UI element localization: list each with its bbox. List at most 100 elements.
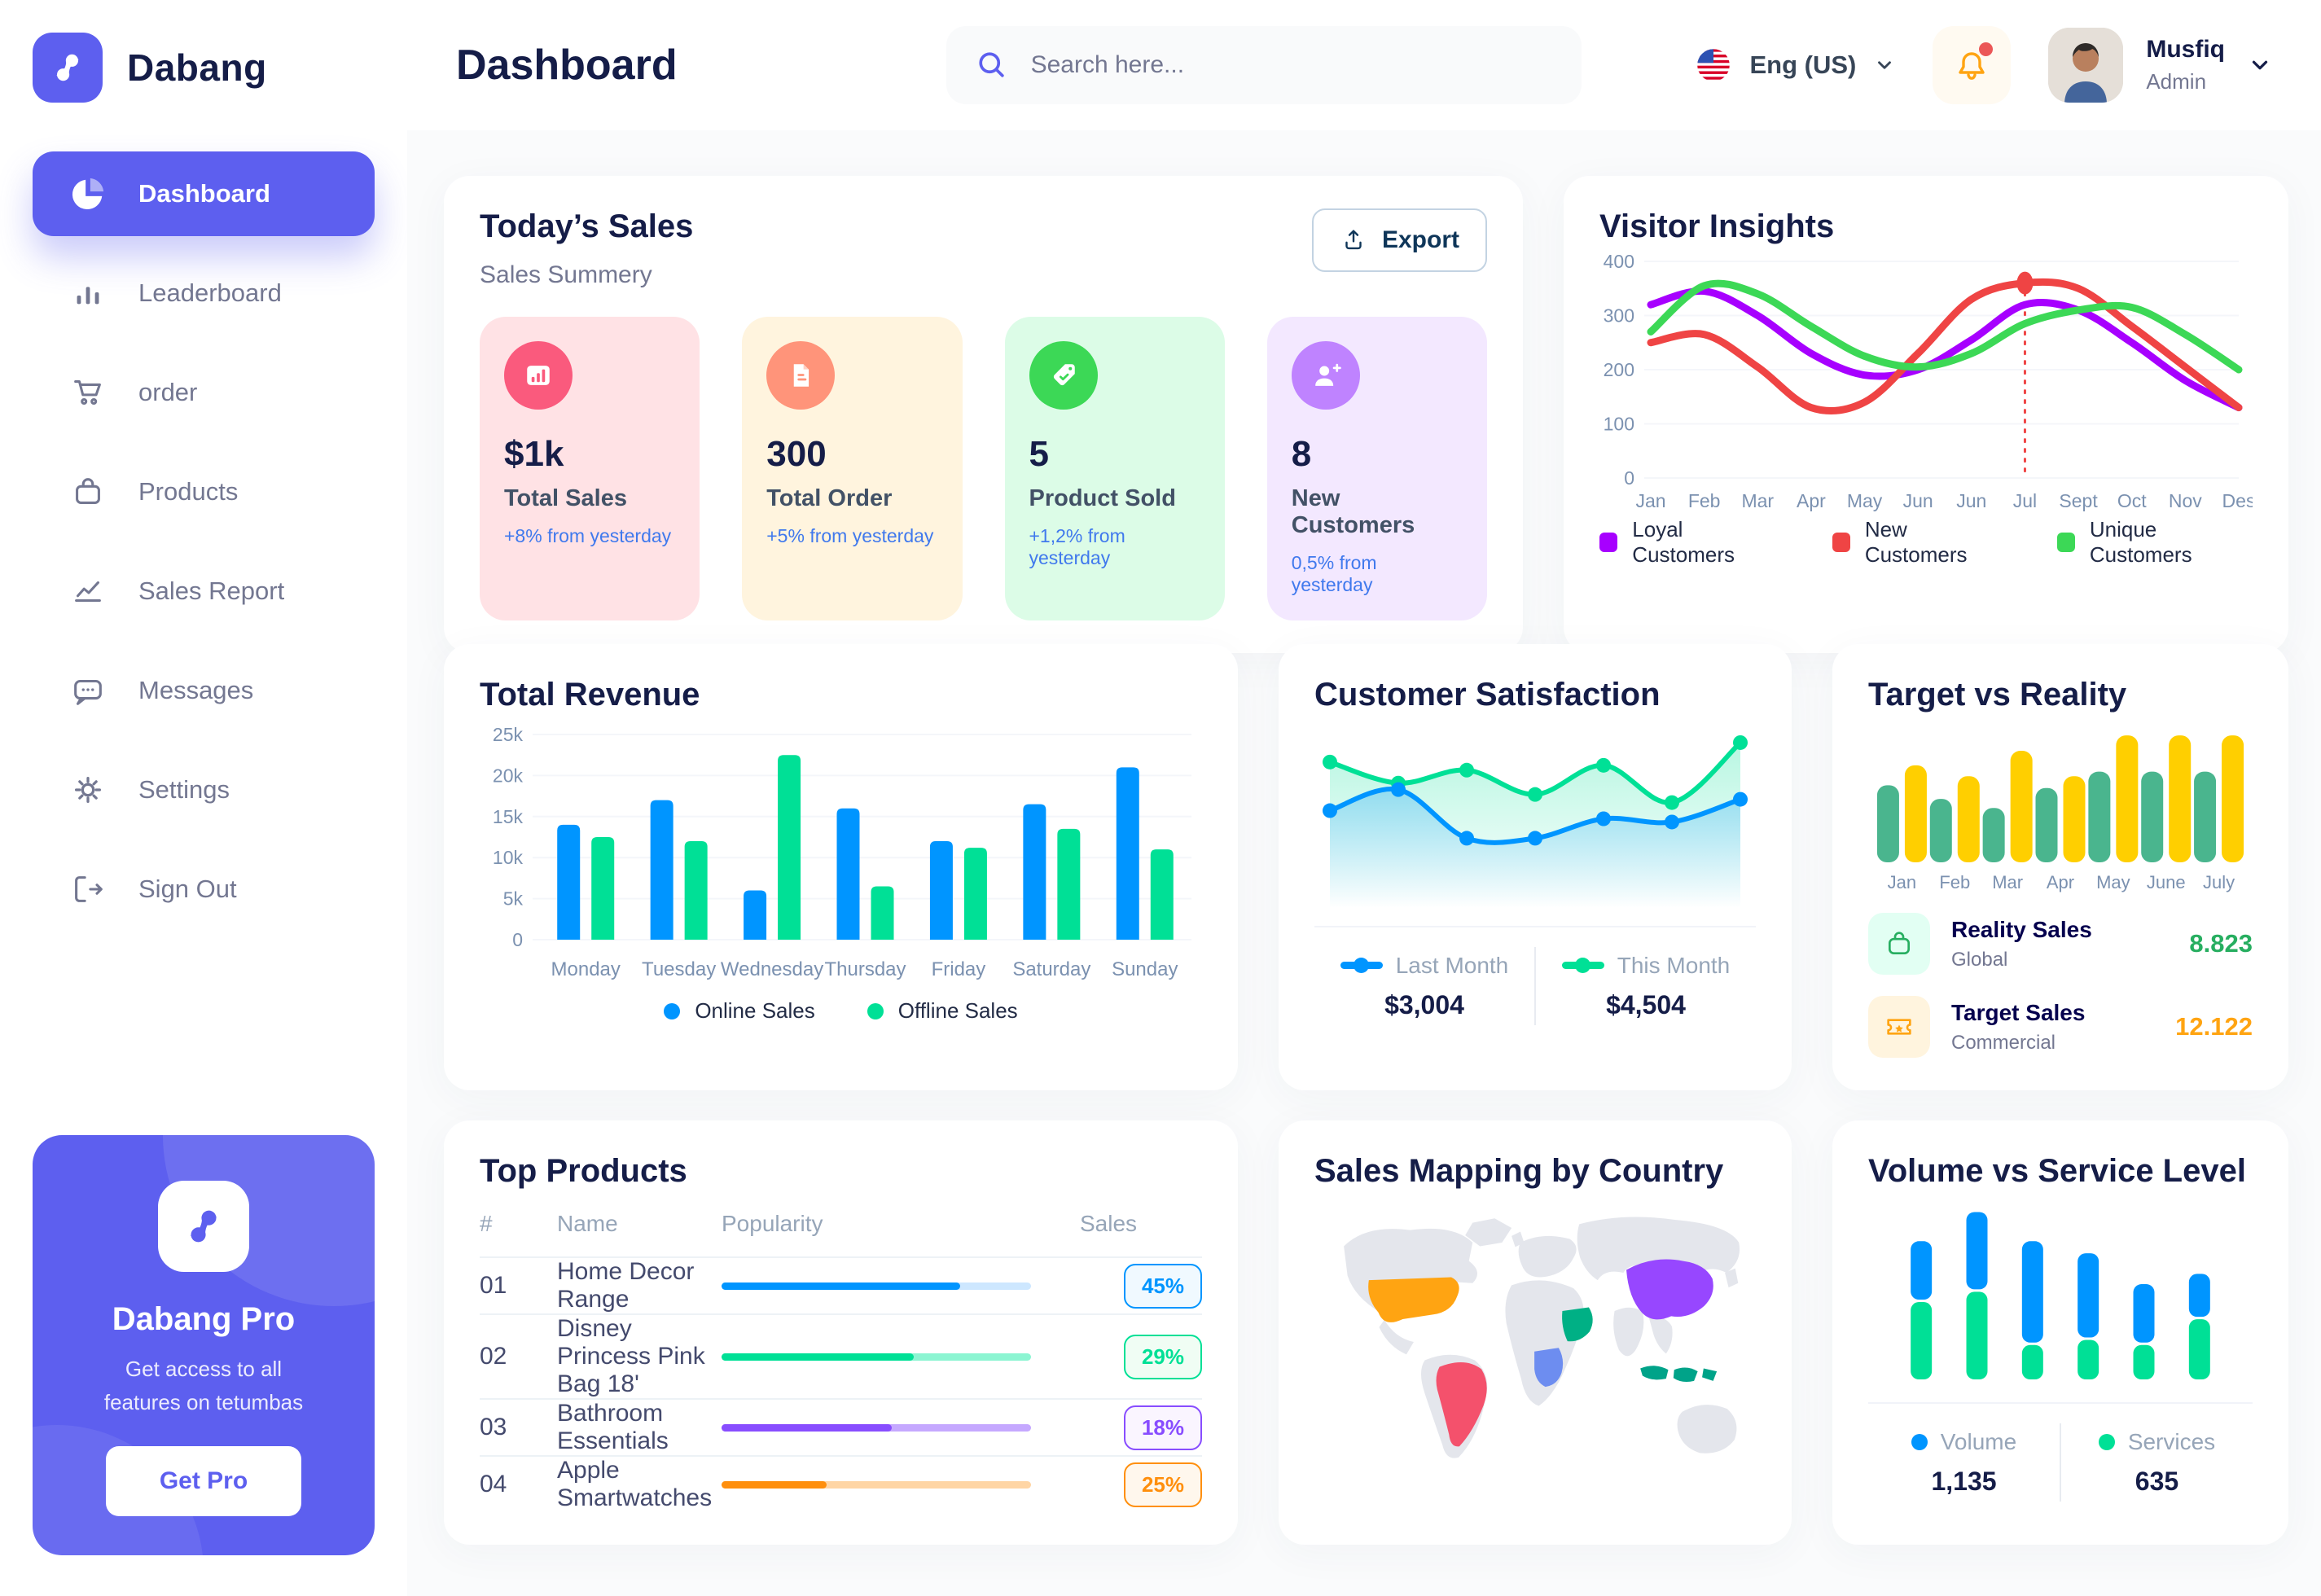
sidebar-item-leaderboard[interactable]: Leaderboard — [33, 251, 375, 335]
notifications-button[interactable] — [1933, 26, 2012, 104]
export-icon — [1345, 230, 1362, 250]
services-dot — [2098, 1433, 2115, 1450]
target-vs-reality-legend: Reality Sales Global 8.823 Target Sales … — [1868, 913, 2253, 1058]
sales-summary-cards: $1k Total Sales +8% from yesterday 300 T… — [480, 317, 1487, 620]
brand[interactable]: Dabang — [33, 23, 375, 112]
tag-check-icon — [1029, 341, 1098, 410]
sidebar-item-label: Settings — [138, 775, 230, 804]
popularity-bar — [722, 1423, 892, 1432]
table-row: 01 Home Decor Range 45% — [480, 1258, 1202, 1315]
popularity-track — [722, 1282, 1031, 1290]
sidebar-nav: Dashboard Leaderboard order Products Sal… — [33, 151, 375, 946]
sidebar-item-dashboard[interactable]: Dashboard — [33, 151, 375, 236]
sales-mapping-card: Sales Mapping by Country — [1279, 1120, 1792, 1545]
page-title: Dashboard — [456, 42, 678, 89]
svg-text:Jun: Jun — [1956, 490, 1986, 511]
legend-item: Unique Customers — [2056, 517, 2253, 568]
target-sales-row: Target Sales Commercial 12.122 — [1868, 996, 2253, 1058]
offline-sales-dot — [867, 1002, 884, 1019]
visitor-insights-legend: Loyal Customers New Customers Unique Cus… — [1599, 517, 2253, 568]
product-sold-delta: +1,2% from yesterday — [1029, 525, 1125, 568]
total-revenue-legend: Online Sales Offline Sales — [480, 998, 1202, 1024]
sidebar-item-label: Products — [138, 477, 239, 506]
us-flag-icon — [1696, 47, 1731, 83]
product-name: Home Decor Range — [557, 1258, 695, 1313]
export-button[interactable]: Export — [1311, 208, 1487, 272]
total-revenue-title: Total Revenue — [480, 677, 700, 712]
volume-service-title: Volume vs Service Level — [1868, 1153, 2246, 1189]
reality-sales-label: Reality Sales — [1951, 916, 2092, 942]
legend-label: Services — [2127, 1428, 2216, 1454]
new-customers-delta: 0,5% from yesterday — [1291, 552, 1377, 595]
product-sold-value: 5 — [1029, 434, 1049, 474]
profile-menu[interactable]: Musfiq Admin — [2048, 28, 2272, 103]
legend-label: New Customers — [1864, 517, 1968, 567]
product-name: Apple Smartwatches — [557, 1457, 713, 1511]
country-china — [1626, 1259, 1713, 1320]
svg-text:25k: 25k — [493, 724, 524, 745]
country-dr-congo — [1534, 1348, 1564, 1388]
get-pro-button[interactable]: Get Pro — [105, 1446, 302, 1516]
today-sales-subtitle: Sales Summery — [480, 261, 652, 288]
popularity-bar — [722, 1282, 960, 1290]
product-name: Bathroom Essentials — [557, 1400, 669, 1454]
avatar — [2048, 28, 2124, 103]
header: Dashboard — [407, 0, 2321, 130]
header-right: Eng (US) — [1696, 26, 2272, 104]
sidebar-item-label: Sign Out — [138, 875, 237, 903]
legend-label: Online Sales — [695, 998, 815, 1023]
legend-label: Offline Sales — [897, 998, 1018, 1023]
legend-label: Last Month — [1395, 952, 1509, 978]
visitor-insights-chart: 0 100 200 300 400 Jan Feb Mar Apr May Jun Jun Jul Sep… — [1604, 251, 2253, 511]
order-receipt-icon — [766, 341, 836, 410]
bag-icon — [1868, 913, 1930, 975]
online-sales-dot — [664, 1002, 681, 1019]
customer-satisfaction-legend: Last Month $3,004 This Month $4,504 — [1314, 947, 1756, 1025]
services-value: 635 — [2135, 1466, 2179, 1496]
sidebar-item-label: Messages — [138, 676, 254, 704]
sales-bar-chart-icon — [504, 341, 573, 410]
sign-out-icon — [68, 870, 107, 909]
svg-text:Apr: Apr — [2047, 872, 2074, 892]
top-products-title: Top Products — [480, 1153, 687, 1189]
col-sales: Sales — [1080, 1211, 1138, 1236]
svg-text:Oct: Oct — [2117, 490, 2147, 511]
visitor-insights-card: Visitor Insights 0 100 200 300 400 Jan Feb Mar A… — [1564, 176, 2288, 653]
brand-name: Dabang — [127, 46, 267, 89]
target-vs-reality-title: Target vs Reality — [1868, 677, 2127, 712]
sidebar-item-products[interactable]: Products — [33, 449, 375, 534]
search-bar[interactable] — [946, 26, 1582, 104]
country-indonesia-group — [1640, 1366, 1718, 1383]
sidebar-item-settings[interactable]: Settings — [33, 748, 375, 832]
legend-item: New Customers — [1832, 517, 2005, 568]
volume-dot — [1911, 1433, 1928, 1450]
legend-label: Unique Customers — [2089, 517, 2192, 567]
volume-service-card: Volume vs Service Level Volume 1,135 — [1832, 1120, 2288, 1545]
search-input[interactable] — [1029, 50, 1554, 80]
sidebar-item-sign-out[interactable]: Sign Out — [33, 847, 375, 932]
sidebar-item-messages[interactable]: Messages — [33, 648, 375, 733]
target-vs-reality-card: Target vs Reality Jan Feb Mar Apr May June Jul… — [1832, 644, 2288, 1090]
svg-text:Des: Des — [2222, 490, 2253, 511]
customer-satisfaction-title: Customer Satisfaction — [1314, 677, 1661, 712]
sidebar-item-sales-report[interactable]: Sales Report — [33, 549, 375, 634]
svg-text:Wednesday: Wednesday — [721, 958, 823, 980]
sidebar-item-label: order — [138, 378, 198, 406]
sidebar-item-order[interactable]: order — [33, 350, 375, 435]
volume-legend: Volume 1,135 — [1868, 1429, 2060, 1497]
target-sales-sub: Commercial — [1951, 1031, 2056, 1054]
total-order-label: Total Order — [766, 485, 893, 511]
popularity-track — [722, 1353, 1031, 1361]
sales-badge: 45% — [1123, 1263, 1202, 1309]
reality-sales-row: Reality Sales Global 8.823 — [1868, 913, 2253, 975]
language-selector[interactable]: Eng (US) — [1696, 47, 1895, 83]
total-order-delta: +5% from yesterday — [766, 525, 934, 546]
pro-subtitle-line2: features on tetumbas — [103, 1389, 304, 1414]
col-name: Name — [557, 1211, 618, 1236]
total-sales-value: $1k — [504, 434, 564, 474]
svg-text:Jan: Jan — [1635, 490, 1665, 511]
export-label: Export — [1381, 226, 1459, 253]
sales-badge: 25% — [1123, 1462, 1202, 1507]
search-icon — [974, 47, 1010, 83]
svg-text:Sept: Sept — [2059, 490, 2098, 511]
